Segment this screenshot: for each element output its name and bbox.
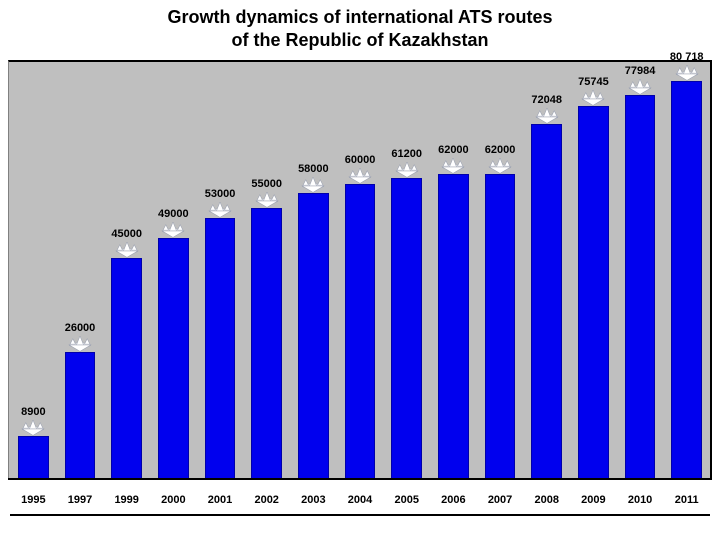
footer-rule: [10, 514, 710, 516]
bar: [391, 178, 422, 480]
bar-slot: 55000: [245, 178, 288, 480]
bar-value-label: 55000: [251, 178, 282, 190]
x-axis-label: 2002: [245, 494, 288, 506]
x-axis-label: 2004: [339, 494, 382, 506]
bar: [65, 352, 96, 480]
x-axis-label: 1995: [12, 494, 55, 506]
bar-value-label: 45000: [111, 228, 142, 240]
bar: [531, 124, 562, 480]
x-axis-line: [8, 478, 712, 480]
bar-slot: 62000: [432, 144, 475, 480]
bar-value-label: 62000: [485, 144, 516, 156]
bar-slot: 49000: [152, 208, 195, 480]
bar-slot: 80 718: [665, 51, 708, 480]
chart-title: Growth dynamics of international ATS rou…: [0, 6, 720, 51]
x-axis-label: 2000: [152, 494, 195, 506]
bar-slot: 61200: [385, 148, 428, 480]
bar: [18, 436, 49, 480]
bar-slot: 62000: [479, 144, 522, 480]
x-axis-label: 2010: [619, 494, 662, 506]
x-axis-label: 2003: [292, 494, 335, 506]
bar: [625, 95, 656, 480]
x-axis-label: 2006: [432, 494, 475, 506]
bar-slot: 77984: [619, 65, 662, 480]
bar-slot: 45000: [105, 228, 148, 480]
bar-value-label: 77984: [625, 65, 656, 77]
bar-slot: 75745: [572, 76, 615, 480]
bar-value-label: 8900: [21, 406, 45, 418]
bar: [578, 106, 609, 480]
bars-container: 8900 26000 45000 49000 53000 55000 58000 60000 6…: [8, 60, 712, 480]
bar-value-label: 75745: [578, 76, 609, 88]
x-axis-label: 1999: [105, 494, 148, 506]
x-axis-label: 2005: [385, 494, 428, 506]
bar-slot: 53000: [199, 188, 242, 480]
bar-value-label: 80 718: [670, 51, 704, 63]
bar-value-label: 61200: [391, 148, 422, 160]
bar-slot: 8900: [12, 406, 55, 480]
bar: [345, 184, 376, 480]
bar: [298, 193, 329, 480]
bar-slot: 72048: [525, 94, 568, 480]
bar: [251, 208, 282, 480]
bar-slot: 26000: [59, 322, 102, 480]
bar: [205, 218, 236, 480]
bar-slot: 58000: [292, 163, 335, 480]
bar-value-label: 58000: [298, 163, 329, 175]
x-axis-label: 2008: [525, 494, 568, 506]
bar: [438, 174, 469, 480]
x-axis-label: 2011: [665, 494, 708, 506]
bar-value-label: 26000: [65, 322, 96, 334]
x-axis-label: 2007: [479, 494, 522, 506]
bar-value-label: 60000: [345, 154, 376, 166]
bar: [158, 238, 189, 480]
bar-slot: 60000: [339, 154, 382, 480]
x-axis-label: 2009: [572, 494, 615, 506]
bar-value-label: 62000: [438, 144, 469, 156]
bar-value-label: 53000: [205, 188, 236, 200]
bar: [671, 81, 702, 480]
bar: [485, 174, 516, 480]
bar-value-label: 72048: [531, 94, 562, 106]
bar: [111, 258, 142, 480]
bar-value-label: 49000: [158, 208, 189, 220]
x-labels-row: 1995 19971999 2000 20012002 2003 20042005 2006…: [8, 494, 712, 506]
x-axis-label: 2001: [199, 494, 242, 506]
x-axis-label: 1997: [59, 494, 102, 506]
